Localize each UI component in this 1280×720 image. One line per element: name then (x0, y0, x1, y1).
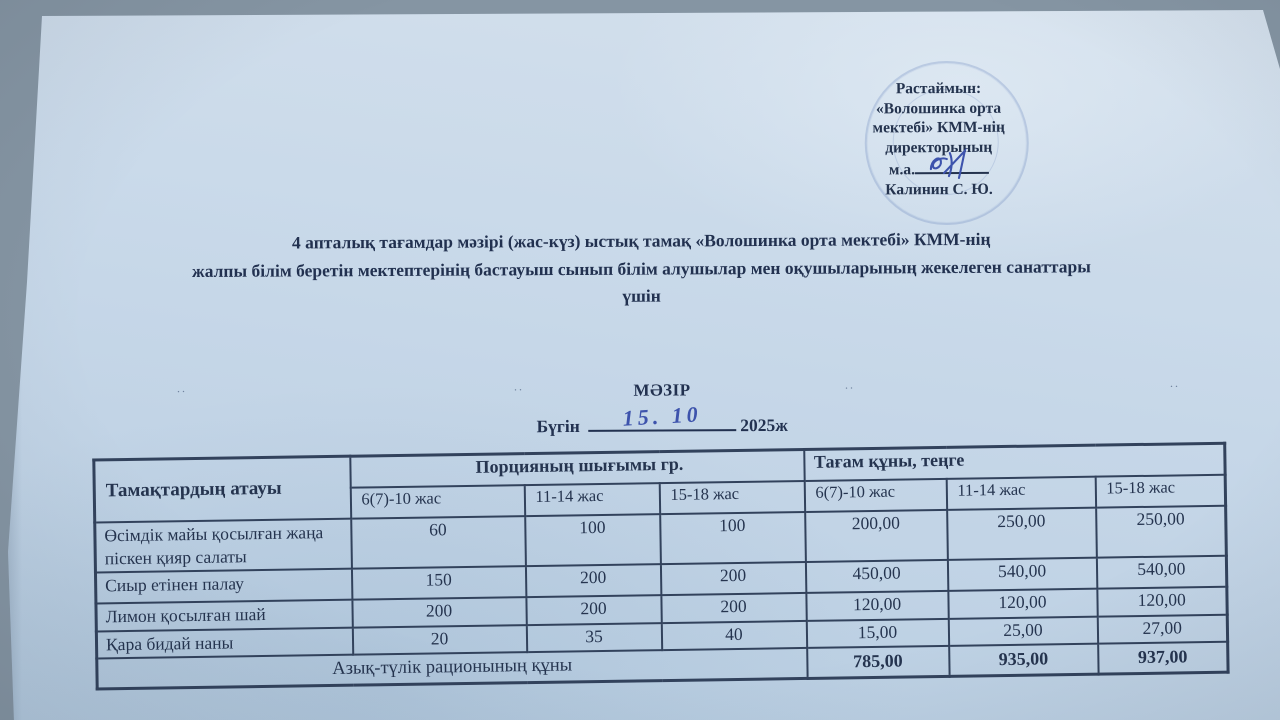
footer-value-cell: 935,00 (948, 643, 1099, 677)
age-header-cell: 11-14 жас (946, 476, 1096, 510)
value-cell: 250,00 (946, 507, 1097, 560)
value-cell: 25,00 (948, 616, 1098, 646)
dish-name-cell: Өсімдік майы қосылған жаңа піскен қияр с… (94, 518, 352, 572)
name-header-cell: Тамақтардың атауы (93, 456, 351, 522)
signature-scribble (929, 147, 967, 180)
date-line: Бүгін 15. 10 2025ж (102, 401, 1222, 440)
value-cell: 40 (661, 620, 807, 650)
value-cell: 150 (351, 565, 526, 600)
dish-name-cell: Қара бидай наны (96, 627, 353, 658)
value-cell: 120,00 (947, 588, 1098, 619)
value-cell: 540,00 (1096, 555, 1227, 589)
date-suffix: 2025ж (740, 414, 788, 436)
approval-block: Растаймын: «Волошинка орта мектебі» КММ-… (842, 79, 1035, 200)
signature-line (914, 147, 989, 180)
value-cell: 20 (352, 624, 527, 655)
value-cell: 120,00 (805, 590, 949, 621)
age-header-cell: 15-18 жас (659, 480, 805, 514)
menu-table-wrap: Тамақтардың атауы Порцияның шығымы гр. Т… (92, 441, 1230, 691)
value-cell: 200 (660, 561, 806, 595)
value-cell: 100 (524, 513, 661, 566)
age-header-cell: 15-18 жас (1095, 474, 1226, 508)
footer-value-cell: 785,00 (806, 645, 950, 679)
approval-line-1: Растаймын: (895, 79, 982, 98)
document-title: 4 апталық тағамдар мәзірі (жас-күз) ысты… (71, 225, 1211, 313)
footer-value-cell: 937,00 (1097, 641, 1229, 675)
value-cell: 200,00 (804, 509, 948, 562)
value-cell: 200 (525, 594, 662, 625)
value-cell: 200 (351, 596, 527, 628)
value-cell: 540,00 (947, 557, 1097, 591)
signature-row: м.а. (843, 147, 1035, 181)
value-cell: 27,00 (1097, 614, 1228, 644)
value-cell: 100 (659, 511, 806, 564)
value-cell: 250,00 (1095, 505, 1227, 558)
approval-name: Калинин С. Ю. (885, 180, 993, 198)
menu-table: Тамақтардың атауы Порцияның шығымы гр. Т… (92, 441, 1230, 691)
date-prefix: Бүгін (536, 415, 580, 437)
value-cell: 200 (660, 592, 807, 623)
value-cell: 35 (526, 622, 662, 652)
handwritten-date: 15. 10 (621, 401, 703, 431)
value-cell: 15,00 (806, 618, 949, 648)
approval-line-2: «Волошинка орта (875, 99, 1002, 117)
value-cell: 450,00 (805, 559, 948, 593)
age-header-cell: 6(7)-10 жас (804, 478, 947, 512)
approval-line-3: мектебі» КММ-нің (872, 118, 1005, 137)
dish-name-cell: Сиыр етінен палау (95, 568, 352, 603)
menu-heading: МӘЗІР (633, 380, 691, 400)
dish-name-cell: Лимон қосылған шай (95, 599, 353, 631)
value-cell: 120,00 (1096, 586, 1228, 617)
date-underline: 15. 10 (588, 401, 737, 432)
value-cell: 200 (525, 563, 661, 597)
age-header-cell: 11-14 жас (524, 482, 660, 516)
value-cell: 60 (350, 515, 526, 569)
acting-label: м.а. (888, 161, 915, 179)
age-header-cell: 6(7)-10 жас (350, 484, 525, 519)
